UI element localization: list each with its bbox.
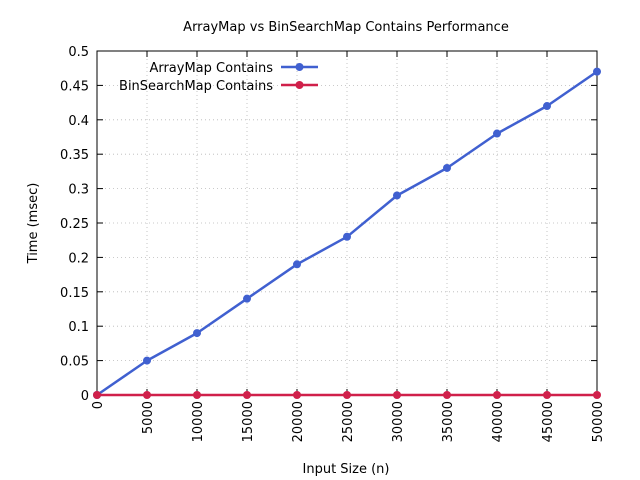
y-tick-label: 0.25 (60, 217, 89, 232)
data-point (493, 391, 501, 399)
grid (97, 51, 597, 395)
data-point (493, 129, 501, 138)
x-axis-title: Input Size (n) (303, 462, 390, 477)
data-point (343, 232, 351, 241)
data-point (443, 391, 451, 399)
x-tick-label: 35000 (441, 401, 456, 442)
y-tick-label: 0.3 (68, 183, 89, 198)
data-point (293, 260, 301, 269)
x-tick-label: 45000 (541, 401, 556, 442)
y-tick-label: 0.1 (68, 320, 89, 335)
data-point (593, 67, 601, 76)
y-tick-label: 0.35 (60, 148, 89, 163)
x-tick-label: 0 (91, 401, 106, 409)
data-point (543, 391, 551, 399)
x-tick-label: 25000 (341, 401, 356, 442)
x-tick-label: 40000 (491, 401, 506, 442)
legend-swatch-marker (295, 81, 304, 89)
legend: ArrayMap Contains BinSearchMap Contains (119, 61, 318, 94)
x-tick-label: 50000 (591, 401, 606, 442)
axes: 0 0.05 0.1 0.15 0.2 0.25 0.3 0.35 0.4 0.45 0.5 0 500… (60, 45, 606, 442)
data-point (593, 391, 601, 399)
data-point (393, 191, 401, 200)
data-point (143, 356, 151, 365)
x-tick-label: 30000 (391, 401, 406, 442)
data-point (443, 163, 451, 172)
data-point (293, 391, 301, 399)
data-point (543, 102, 551, 111)
data-point (243, 294, 251, 303)
y-axis-title: Time (msec) (26, 183, 41, 265)
x-tick-label: 15000 (241, 401, 256, 442)
y-tick-label: 0.5 (68, 45, 89, 60)
y-tick-label: 0.2 (68, 251, 89, 266)
series-layer (93, 67, 601, 399)
data-point (93, 391, 101, 399)
x-tick-label: 20000 (291, 401, 306, 442)
data-point (143, 391, 151, 399)
y-tick-label: 0.15 (60, 286, 89, 301)
y-tick-label: 0.45 (60, 79, 89, 94)
legend-label: BinSearchMap Contains (119, 79, 273, 94)
data-point (343, 391, 351, 399)
x-tick-label: 10000 (191, 401, 206, 442)
x-tick-label: 5000 (141, 401, 156, 434)
data-point (393, 391, 401, 399)
data-point (193, 329, 201, 338)
legend-label: ArrayMap Contains (149, 61, 273, 76)
y-tick-label: 0.05 (60, 355, 89, 370)
data-point (243, 391, 251, 399)
y-tick-label: 0.4 (68, 114, 89, 129)
data-point (193, 391, 201, 399)
y-tick-label: 0 (81, 389, 89, 404)
legend-swatch-marker (295, 63, 304, 71)
chart-title: ArrayMap vs BinSearchMap Contains Perfor… (183, 20, 509, 35)
